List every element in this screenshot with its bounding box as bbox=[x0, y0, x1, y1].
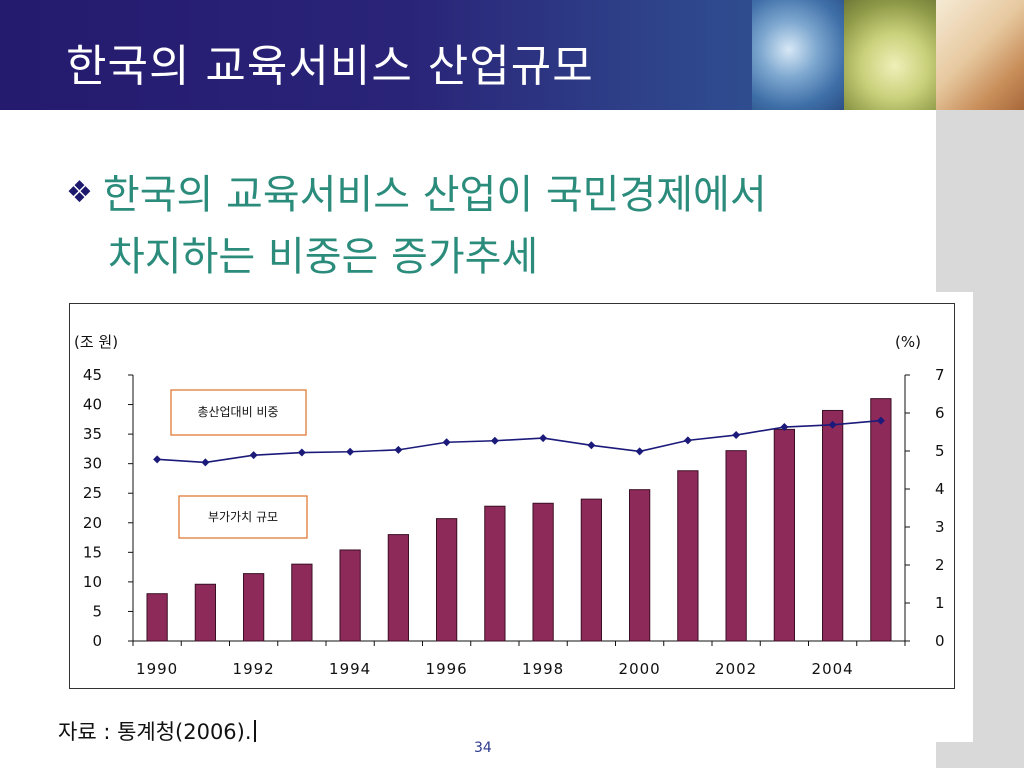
line-marker bbox=[683, 436, 692, 445]
x-tick-label: 2002 bbox=[715, 660, 757, 678]
bullet-point: ❖ 한국의 교육서비스 산업이 국민경제에서 차지하는 비중은 증가추세 bbox=[66, 162, 936, 288]
bar bbox=[677, 470, 699, 642]
y-left-tick-label: 10 bbox=[83, 573, 102, 591]
bar bbox=[628, 489, 651, 642]
bar bbox=[580, 498, 603, 642]
y-left-tick-label: 5 bbox=[92, 602, 102, 620]
x-tick-label: 1990 bbox=[136, 660, 178, 678]
pen-photo bbox=[936, 0, 1024, 110]
bar bbox=[339, 549, 361, 642]
line-marker bbox=[249, 451, 258, 460]
y-right-tick-label: 6 bbox=[935, 404, 945, 422]
y-right-axis-label: (%) bbox=[895, 333, 921, 351]
line-marker bbox=[876, 416, 885, 425]
line-marker bbox=[490, 436, 499, 445]
line-marker bbox=[442, 438, 451, 447]
share-line bbox=[157, 419, 881, 464]
y-left-tick-label: 35 bbox=[83, 425, 102, 443]
y-right-tick-label: 3 bbox=[935, 518, 945, 536]
y-right-tick-label: 5 bbox=[935, 442, 945, 460]
bar bbox=[194, 583, 217, 642]
bullet-text-line-1: 한국의 교육서비스 산업이 국민경제에서 bbox=[102, 172, 767, 218]
header-photo-strip bbox=[752, 0, 1024, 110]
title-bar: 한국의 교육서비스 산업규모 bbox=[0, 0, 1024, 110]
x-tick-label: 1998 bbox=[522, 660, 564, 678]
bar bbox=[291, 563, 313, 642]
bar bbox=[242, 573, 265, 642]
x-tick-label: 1992 bbox=[233, 660, 275, 678]
line-marker bbox=[346, 447, 355, 456]
legend-bar-label: 부가가치 규모 bbox=[208, 510, 278, 524]
line-marker bbox=[780, 423, 789, 432]
bar bbox=[532, 502, 554, 642]
y-left-tick-label: 0 bbox=[92, 632, 102, 650]
y-right-tick-label: 0 bbox=[935, 632, 945, 650]
bar bbox=[870, 398, 892, 642]
legend-line-label: 총산업대비 비중 bbox=[197, 405, 278, 419]
bar bbox=[821, 409, 844, 642]
calculator-photo bbox=[844, 0, 936, 110]
legend-line-box: 총산업대비 비중 bbox=[170, 389, 307, 436]
y-left-tick-label: 30 bbox=[83, 455, 102, 473]
bar bbox=[773, 428, 796, 642]
legend-bar-box: 부가가치 규모 bbox=[178, 495, 308, 539]
x-tick-label: 1996 bbox=[426, 660, 468, 678]
y-left-tick-label: 40 bbox=[83, 396, 102, 414]
x-tick-label: 1994 bbox=[329, 660, 371, 678]
line-marker bbox=[539, 434, 548, 443]
line-marker bbox=[732, 431, 741, 440]
line-marker bbox=[828, 420, 837, 429]
x-tick-label: 2004 bbox=[812, 660, 854, 678]
y-right-tick-label: 2 bbox=[935, 556, 945, 574]
bar bbox=[484, 505, 506, 642]
line-marker bbox=[587, 441, 596, 450]
y-left-axis-label: (조 원) bbox=[74, 333, 118, 351]
clock-photo bbox=[752, 0, 844, 110]
x-tick-label: 2000 bbox=[619, 660, 661, 678]
y-left-tick-label: 45 bbox=[83, 366, 102, 384]
source-note: 자료 : 통계청(2006). bbox=[58, 716, 256, 746]
y-left-tick-label: 20 bbox=[83, 514, 102, 532]
y-left-tick-label: 25 bbox=[83, 484, 102, 502]
y-right-tick-label: 1 bbox=[935, 594, 945, 612]
bar bbox=[387, 534, 410, 642]
line-marker bbox=[635, 447, 644, 456]
line-marker bbox=[201, 458, 210, 467]
source-text: 자료 : 통계청(2006). bbox=[58, 720, 252, 744]
line-marker bbox=[297, 448, 306, 457]
diamond-bullet-icon: ❖ bbox=[66, 175, 93, 210]
line-marker bbox=[394, 445, 403, 454]
bar bbox=[146, 593, 168, 642]
bar bbox=[725, 450, 747, 642]
y-left-tick-label: 15 bbox=[83, 543, 102, 561]
y-right-tick-label: 4 bbox=[935, 480, 945, 498]
y-right-tick-label: 7 bbox=[935, 366, 945, 384]
text-cursor bbox=[253, 720, 256, 742]
slide-title: 한국의 교육서비스 산업규모 bbox=[66, 41, 594, 92]
bullet-text-line-2: 차지하는 비중은 증가추세 bbox=[108, 234, 539, 280]
line-marker bbox=[153, 455, 162, 464]
bar bbox=[435, 518, 458, 642]
page-number: 34 bbox=[474, 740, 492, 756]
